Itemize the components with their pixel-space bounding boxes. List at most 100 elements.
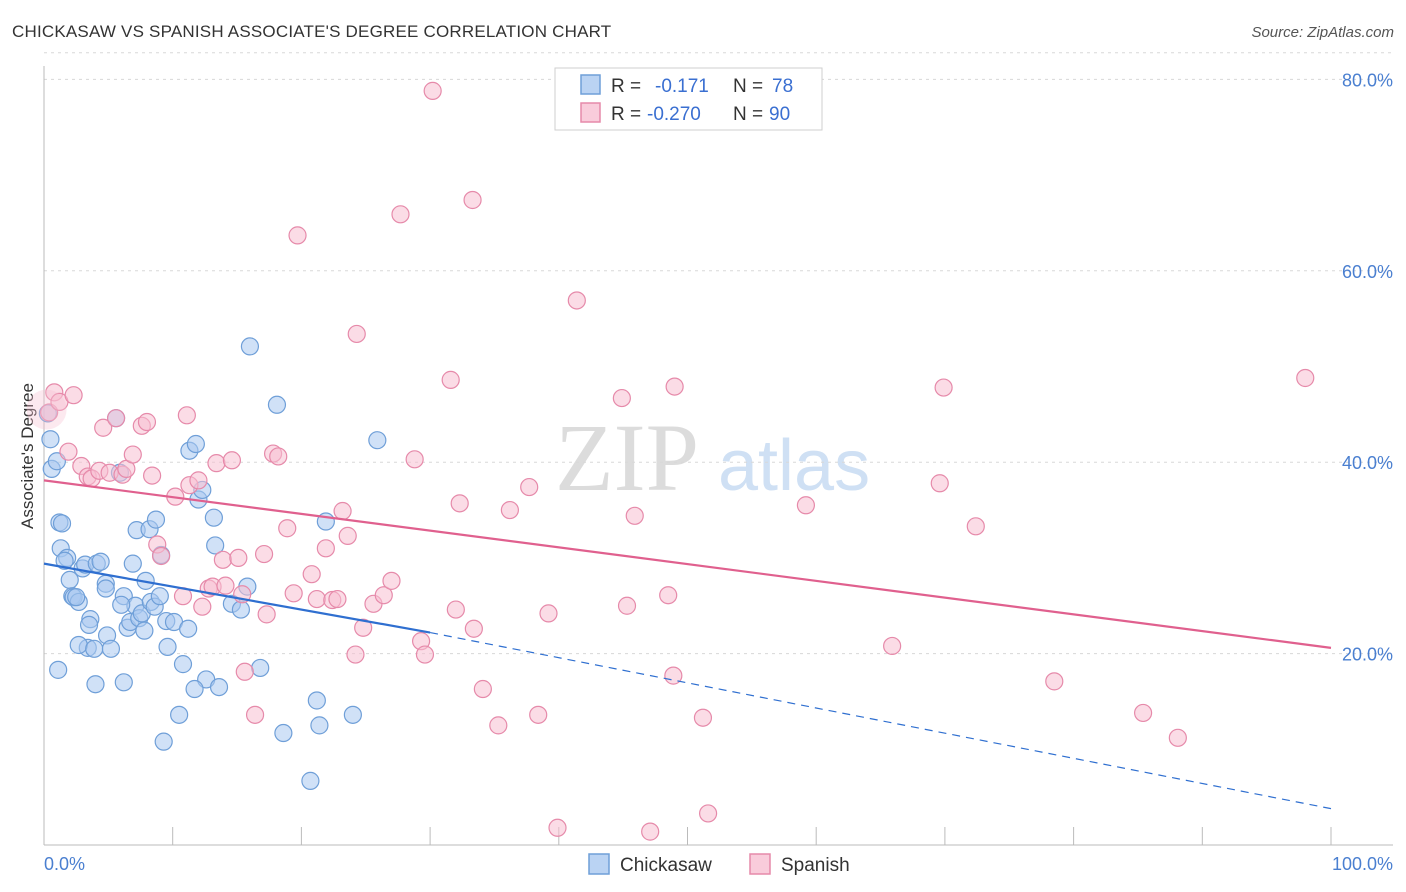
chickasaw-point-56 (206, 536, 225, 555)
spanish-trend-line (43, 479, 1332, 649)
series-legend: Chickasaw Spanish (588, 853, 850, 876)
spanish-point-19 (152, 546, 171, 566)
spanish-point-90 (1296, 368, 1315, 388)
spanish-point-34 (235, 662, 254, 681)
spanish-point-25 (193, 597, 212, 616)
x-tick-label-min: 0.0% (44, 854, 85, 874)
chickasaw-point-49 (179, 619, 198, 638)
legend-r-label-1: R = (611, 76, 641, 97)
chickasaw-point-69 (343, 705, 362, 724)
trend-lines (43, 479, 1332, 810)
chickasaw-point-51 (186, 434, 205, 454)
chickasaw-point-18 (69, 635, 88, 655)
y-tick-labels: 20.0% 40.0% 60.0% 80.0% (1342, 70, 1393, 664)
spanish-point-72 (567, 291, 586, 310)
spanish-point-60 (423, 81, 442, 100)
legend-n-value-1: 78 (772, 76, 793, 97)
spanish-point-24 (189, 471, 208, 490)
spanish-point-83 (883, 636, 902, 656)
series-legend-swatch-chickasaw (588, 853, 610, 875)
spanish-point-39 (269, 447, 288, 466)
chickasaw-trend-extension (429, 631, 1332, 810)
spanish-point-59 (415, 645, 435, 664)
spanish-point-31 (222, 451, 242, 470)
spanish-point-61 (441, 370, 460, 389)
chickasaw-point-48 (173, 655, 193, 674)
legend-swatch-spanish (580, 102, 601, 123)
correlation-legend: R = -0.171 N = 78 R = -0.270 N = 90 (554, 67, 823, 131)
x-tick-label-max: 100.0% (1332, 854, 1393, 874)
spanish-point-70 (539, 604, 558, 623)
spanish-point-68 (520, 477, 539, 497)
chickasaw-point-62 (251, 658, 270, 678)
spanish-point-77 (659, 586, 678, 605)
y-axis-label: Associate's Degree (18, 383, 37, 529)
series-legend-label-chickasaw: Chickasaw (620, 855, 712, 876)
y-tick-label-20: 20.0% (1342, 645, 1393, 665)
chickasaw-point-61 (240, 337, 260, 356)
spanish-point-67 (500, 500, 519, 520)
spanish-point-88 (1133, 703, 1153, 723)
chickasaw-points (38, 337, 387, 790)
chickasaw-point-76 (86, 675, 105, 694)
legend-n-label-2: N = (733, 104, 763, 125)
spanish-cluster-bubble (26, 389, 67, 430)
watermark-zip: ZIP (555, 404, 699, 511)
legend-r-value-1: -0.171 (655, 76, 709, 97)
legend-swatch-chickasaw (580, 74, 601, 95)
series-legend-swatch-spanish (749, 853, 771, 875)
chickasaw-point-77 (114, 673, 133, 692)
spanish-point-71 (548, 818, 567, 837)
chickasaw-point-72 (154, 732, 173, 751)
chickasaw-point-41 (146, 510, 166, 529)
series-legend-label-spanish: Spanish (781, 855, 850, 876)
legend-r-value-2: -0.270 (647, 104, 701, 125)
spanish-point-3 (64, 386, 83, 405)
spanish-point-87 (1045, 672, 1064, 691)
chickasaw-point-5 (52, 514, 72, 533)
spanish-point-50 (346, 645, 365, 664)
legend-n-value-2: 90 (769, 104, 790, 125)
chickasaw-point-31 (123, 554, 142, 573)
spanish-point-48 (333, 501, 352, 521)
spanish-point-80 (693, 708, 713, 727)
spanish-point-76 (641, 822, 660, 841)
chickasaw-point-67 (310, 716, 329, 735)
y-tick-label-40: 40.0% (1342, 453, 1393, 473)
spanish-point-56 (391, 205, 410, 224)
spanish-point-11 (106, 409, 126, 428)
chickasaw-point-42 (150, 587, 169, 606)
spanish-point-49 (338, 526, 357, 545)
chickasaw-point-71 (112, 595, 131, 614)
spanish-point-79 (665, 377, 684, 396)
chart-title: CHICKASAW VS SPANISH ASSOCIATE'S DEGREE … (12, 22, 612, 41)
spanish-point-84 (930, 474, 949, 493)
spanish-point-64 (464, 619, 483, 638)
spanish-point-86 (966, 517, 985, 536)
legend-n-label-1: N = (733, 76, 763, 97)
chickasaw-point-64 (274, 723, 293, 743)
spanish-point-91 (463, 190, 482, 210)
chickasaw-point-73 (185, 679, 204, 699)
spanish-point-45 (316, 539, 335, 558)
chickasaw-point-75 (49, 660, 68, 679)
chickasaw-point-65 (301, 771, 320, 790)
y-tick-label-60: 60.0% (1342, 262, 1393, 282)
chickasaw-point-17 (79, 615, 99, 634)
legend-r-label-2: R = (611, 104, 641, 125)
chickasaw-point-70 (368, 431, 387, 450)
spanish-point-17 (143, 466, 162, 485)
spanish-point-51 (347, 324, 366, 344)
spanish-point-47 (328, 589, 347, 609)
spanish-point-9 (94, 418, 113, 437)
spanish-point-16 (137, 412, 157, 432)
spanish-point-14 (123, 445, 142, 464)
spanish-point-4 (59, 442, 78, 461)
chickasaw-point-24 (101, 639, 121, 658)
spanish-point-81 (698, 804, 718, 823)
spanish-point-85 (934, 378, 953, 397)
spanish-point-73 (612, 388, 631, 408)
spanish-point-36 (254, 544, 274, 564)
chickasaw-point-8 (55, 551, 74, 570)
chickasaw-point-1 (41, 430, 60, 449)
